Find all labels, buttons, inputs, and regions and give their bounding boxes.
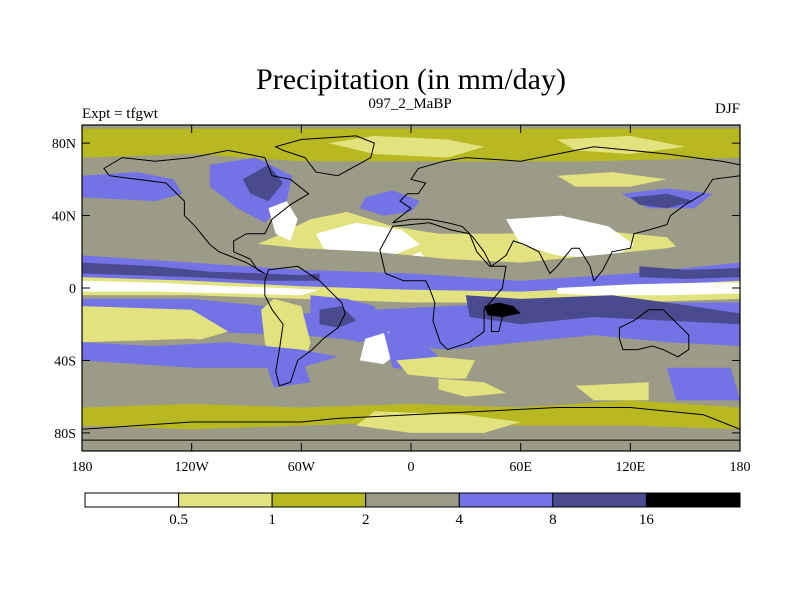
contour-region-22	[557, 282, 740, 296]
y-axis: 80N 40N 0 40S 80S	[52, 137, 740, 442]
colorbar-label: 1	[268, 512, 276, 528]
colorbar-swatch-0	[84, 492, 180, 508]
contour-region-4	[557, 172, 667, 187]
y-tick-label: 80S	[54, 427, 76, 442]
contour-region-41	[82, 432, 740, 451]
coastline-4	[379, 222, 507, 351]
colorbar-label: 0.5	[169, 512, 188, 528]
colorbar-swatch-5	[552, 492, 647, 508]
y-tick-label: 0	[69, 282, 76, 297]
contour-region-13	[316, 222, 421, 256]
y-tick-label: 80N	[52, 137, 76, 152]
contour-region-24	[465, 295, 740, 325]
contour-region-38	[438, 378, 506, 397]
plot-area	[82, 125, 740, 451]
contour-region-2	[328, 135, 485, 158]
coastline-5	[490, 312, 504, 332]
x-tick-label: 60E	[509, 460, 532, 475]
y-tick-label: 40S	[54, 354, 76, 369]
coastlines	[82, 135, 740, 441]
contour-region-40	[356, 411, 521, 433]
y-tick-label: 40N	[52, 210, 76, 225]
chart-title: Precipitation (in mm/day)	[256, 63, 566, 96]
x-axis: 180 120W 60W 0 60E 120E 180	[72, 125, 751, 475]
coastline-2	[264, 265, 346, 387]
coastline-0	[103, 149, 310, 274]
contour-region-17	[82, 255, 740, 296]
right-subtitle: DJF	[715, 101, 740, 117]
coastline-6	[618, 309, 690, 358]
contour-region-36	[666, 367, 740, 401]
center-subtitle: 097_2_MaBP	[368, 96, 451, 112]
colorbar-swatch-6	[645, 492, 741, 508]
contour-fills	[82, 128, 740, 451]
contour-region-14	[506, 215, 634, 259]
coastline-1	[274, 135, 375, 177]
contour-region-26	[82, 306, 229, 346]
contour-region-5	[82, 172, 183, 202]
colorbar-swatch-3	[365, 492, 460, 508]
colorbar-label: 16	[639, 512, 655, 528]
contour-region-35	[264, 356, 311, 388]
contour-region-32	[396, 356, 475, 379]
colorbar-label: 2	[362, 512, 370, 528]
colorbar-swatch-1	[178, 492, 273, 508]
contour-region-12	[268, 201, 298, 241]
colorbar-swatch-2	[271, 492, 367, 508]
coastline-7	[82, 407, 740, 441]
colorbar: 0.5 1 2 4 8 16	[84, 492, 741, 528]
contour-region-18	[82, 262, 320, 281]
x-tick-label: 120E	[616, 460, 646, 475]
colorbar-label: 8	[549, 512, 557, 528]
x-tick-label: 60W	[288, 460, 316, 475]
contour-region-25	[484, 302, 521, 317]
contour-region-9	[630, 193, 695, 209]
contour-region-7	[242, 164, 284, 202]
contour-region-16	[82, 215, 740, 278]
colorbar-swatch-4	[458, 492, 554, 508]
contour-region-28	[319, 306, 357, 328]
x-tick-label: 180	[730, 460, 751, 475]
contour-region-20	[82, 277, 740, 303]
contour-region-19	[639, 266, 740, 279]
left-subtitle: Expt = tfgwt	[82, 106, 159, 122]
coastline-3	[392, 146, 740, 282]
contour-region-39	[575, 382, 649, 401]
colorbar-label: 4	[456, 512, 464, 528]
x-tick-label: 0	[408, 460, 415, 475]
contour-region-21	[82, 280, 320, 296]
contour-region-3	[557, 135, 686, 154]
x-tick-label: 120W	[175, 460, 210, 475]
x-tick-label: 180	[72, 460, 93, 475]
